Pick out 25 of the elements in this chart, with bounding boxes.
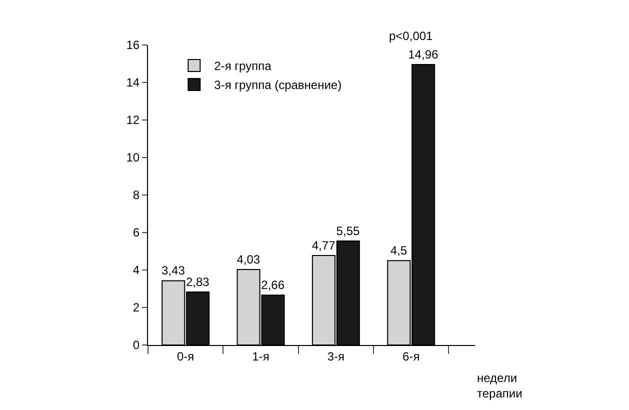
- data-label: 3,43: [162, 264, 186, 278]
- legend-label: 2-я группа: [214, 59, 272, 74]
- x-tick-label: 3-я: [327, 349, 345, 364]
- y-tick-label: 10: [126, 150, 140, 165]
- text: p<0,001: [389, 29, 434, 43]
- y-tick-label: 12: [126, 113, 140, 128]
- x-tick-label: 0-я: [177, 349, 194, 364]
- data-label: 2,66: [261, 278, 285, 292]
- y-tick-label: 6: [132, 226, 140, 240]
- x-tick-label: 1-я: [252, 349, 270, 364]
- data-label: 14,96: [408, 48, 438, 62]
- data-label: 4,77: [312, 238, 336, 253]
- data-label: 4,5: [390, 244, 408, 258]
- data-label: 5,55: [336, 224, 360, 238]
- y-tick-label: 8: [132, 188, 140, 202]
- y-tick-label: 0: [132, 338, 140, 352]
- x-tick-label: 6-я: [402, 349, 420, 364]
- y-tick-label: 16: [126, 38, 140, 52]
- y-tick-label: 2: [132, 300, 140, 315]
- x-axis-title: недели терапии: [477, 371, 522, 401]
- data-label: 4,03: [236, 252, 260, 266]
- y-tick-label: 14: [126, 76, 140, 90]
- y-tick-label: 4: [132, 263, 140, 278]
- data-label: 2,83: [186, 274, 210, 289]
- legend-label: 3-я группа (сравнение): [214, 78, 342, 92]
